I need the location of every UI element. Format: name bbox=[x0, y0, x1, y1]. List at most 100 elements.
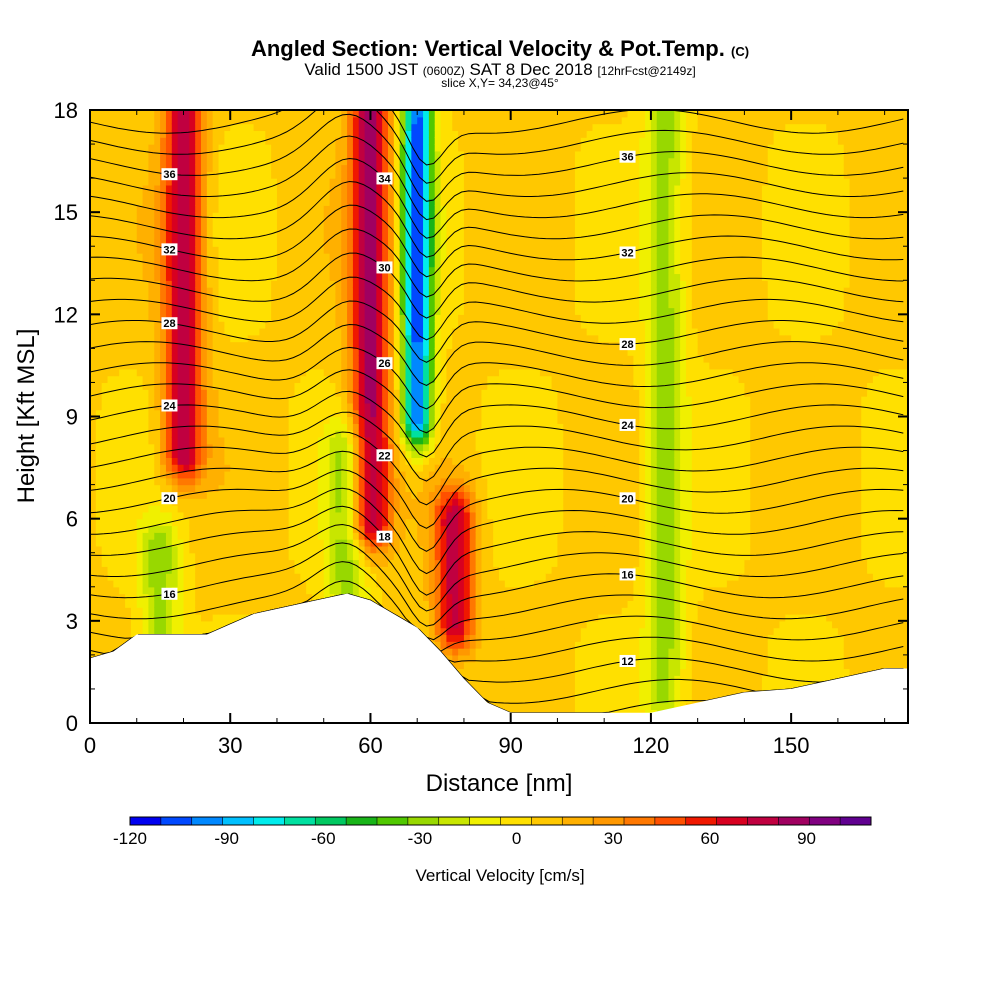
velocity-cell bbox=[323, 552, 331, 561]
velocity-cell bbox=[154, 532, 161, 540]
velocity-cell bbox=[148, 484, 155, 493]
velocity-cell bbox=[130, 450, 138, 458]
velocity-cell bbox=[125, 573, 132, 581]
velocity-cell bbox=[201, 321, 208, 329]
velocity-cell bbox=[382, 110, 389, 118]
velocity-cell bbox=[236, 464, 243, 472]
velocity-cell bbox=[253, 505, 261, 513]
velocity-cell bbox=[317, 389, 325, 397]
velocity-cell bbox=[206, 137, 214, 145]
velocity-cell bbox=[312, 314, 319, 322]
velocity-cell bbox=[195, 327, 202, 336]
velocity-cell bbox=[148, 157, 155, 166]
velocity-cell bbox=[165, 218, 173, 227]
velocity-cell bbox=[259, 389, 266, 397]
velocity-cell bbox=[271, 368, 278, 377]
velocity-cell bbox=[288, 287, 296, 295]
velocity-cell bbox=[276, 477, 284, 486]
velocity-cell bbox=[294, 423, 301, 431]
velocity-cell bbox=[323, 396, 331, 404]
velocity-cell bbox=[224, 123, 231, 132]
velocity-cell bbox=[101, 293, 109, 302]
velocity-cell bbox=[288, 178, 296, 186]
velocity-cell bbox=[411, 552, 418, 561]
velocity-cell bbox=[247, 368, 255, 377]
velocity-cell bbox=[101, 402, 109, 411]
velocity-cell bbox=[347, 348, 354, 356]
velocity-cell bbox=[212, 253, 220, 261]
velocity-cell bbox=[259, 246, 266, 254]
velocity-cell bbox=[177, 287, 185, 295]
velocity-cell bbox=[201, 579, 208, 588]
velocity-cell bbox=[300, 484, 307, 493]
velocity-cell bbox=[294, 532, 301, 540]
velocity-cell bbox=[411, 539, 418, 547]
velocity-cell bbox=[335, 321, 342, 329]
velocity-cell bbox=[376, 239, 383, 247]
velocity-cell bbox=[154, 355, 161, 363]
velocity-cell bbox=[352, 532, 360, 540]
velocity-cell bbox=[358, 382, 366, 390]
velocity-cell bbox=[189, 477, 196, 486]
velocity-cell bbox=[347, 389, 354, 397]
velocity-cell bbox=[195, 198, 202, 206]
velocity-cell bbox=[364, 539, 372, 547]
velocity-cell bbox=[142, 423, 150, 431]
velocity-cell bbox=[393, 539, 401, 547]
velocity-cell bbox=[154, 327, 161, 336]
valid-prefix: Valid 1500 JST bbox=[304, 60, 419, 79]
velocity-cell bbox=[364, 232, 372, 241]
velocity-cell bbox=[347, 450, 354, 458]
velocity-cell bbox=[341, 402, 348, 411]
velocity-cell bbox=[189, 457, 196, 465]
velocity-cell bbox=[183, 525, 190, 533]
velocity-cell bbox=[165, 116, 173, 125]
velocity-cell bbox=[288, 144, 296, 152]
velocity-cell bbox=[253, 171, 261, 179]
velocity-cell bbox=[142, 287, 150, 295]
velocity-cell bbox=[399, 314, 407, 322]
velocity-cell bbox=[195, 164, 202, 172]
velocity-cell bbox=[341, 293, 348, 302]
velocity-cell bbox=[347, 579, 354, 588]
velocity-cell bbox=[393, 123, 401, 132]
velocity-cell bbox=[107, 348, 114, 356]
velocity-cell bbox=[165, 110, 173, 118]
velocity-cell bbox=[195, 545, 202, 554]
velocity-cell bbox=[142, 464, 150, 472]
velocity-cell bbox=[335, 280, 342, 288]
velocity-cell bbox=[113, 144, 120, 152]
velocity-cell bbox=[101, 620, 109, 629]
velocity-cell bbox=[317, 382, 325, 390]
velocity-cell bbox=[347, 409, 354, 418]
velocity-cell bbox=[376, 348, 383, 356]
velocity-cell bbox=[101, 327, 109, 336]
velocity-cell bbox=[317, 198, 325, 206]
velocity-cell bbox=[183, 416, 190, 424]
velocity-cell bbox=[230, 511, 237, 520]
velocity-cell bbox=[341, 511, 348, 520]
velocity-cell bbox=[271, 232, 278, 241]
velocity-cell bbox=[335, 348, 342, 356]
velocity-cell bbox=[347, 327, 354, 336]
velocity-cell bbox=[405, 157, 412, 166]
velocity-cell bbox=[113, 498, 120, 506]
velocity-cell bbox=[177, 470, 185, 479]
velocity-cell bbox=[393, 266, 401, 275]
velocity-cell bbox=[201, 450, 208, 458]
velocity-cell bbox=[376, 579, 383, 588]
velocity-cell bbox=[335, 259, 342, 268]
velocity-cell bbox=[218, 212, 225, 220]
velocity-cell bbox=[323, 157, 331, 166]
velocity-cell bbox=[294, 130, 301, 138]
velocity-cell bbox=[323, 450, 331, 458]
velocity-cell bbox=[230, 566, 237, 574]
velocity-cell bbox=[253, 225, 261, 234]
velocity-cell bbox=[195, 402, 202, 411]
velocity-cell bbox=[90, 491, 97, 499]
velocity-cell bbox=[136, 232, 144, 241]
velocity-cell bbox=[206, 505, 214, 513]
velocity-cell bbox=[352, 137, 360, 145]
velocity-cell bbox=[230, 484, 237, 493]
velocity-cell bbox=[329, 123, 336, 132]
